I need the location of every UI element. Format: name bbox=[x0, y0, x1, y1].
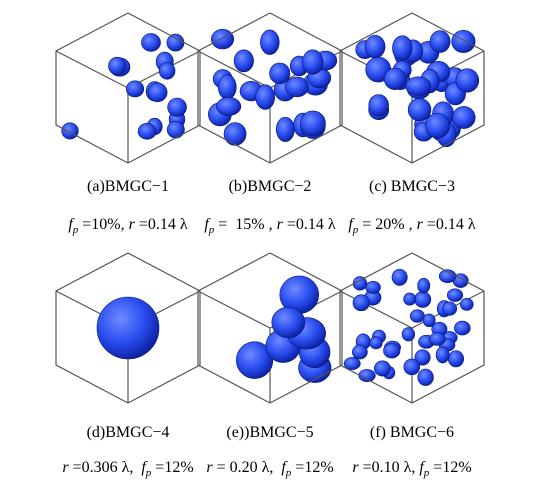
cube-panel bbox=[340, 13, 484, 163]
figure bbox=[0, 0, 547, 486]
particle bbox=[374, 361, 390, 376]
particle bbox=[286, 77, 309, 97]
particle bbox=[402, 328, 415, 342]
parameter-text: =12% bbox=[429, 459, 471, 476]
particle bbox=[159, 62, 175, 79]
particle bbox=[415, 292, 431, 308]
particle bbox=[272, 307, 305, 338]
particle bbox=[138, 123, 156, 139]
particle bbox=[168, 98, 187, 116]
particle bbox=[167, 121, 184, 138]
parameter-text: =0.306 λ, bbox=[69, 459, 142, 476]
particle bbox=[211, 29, 233, 49]
particle bbox=[429, 333, 445, 346]
panel-caption: (d)BMGC−4 bbox=[48, 424, 208, 442]
page: (() => { const data = JSON.parse(documen… bbox=[0, 0, 547, 486]
panel-caption: (e))BMGC−5 bbox=[190, 424, 350, 442]
particle bbox=[148, 83, 167, 102]
particle bbox=[443, 302, 457, 315]
particle bbox=[408, 98, 431, 121]
parameter-text: = 0.20 λ, bbox=[213, 459, 282, 476]
particle bbox=[260, 30, 279, 55]
parameter-text: =0.14 λ bbox=[423, 216, 476, 233]
particle bbox=[365, 35, 385, 58]
particle bbox=[448, 351, 463, 367]
particle bbox=[224, 122, 246, 145]
panel-caption: (c) BMGC−3 bbox=[332, 178, 492, 196]
particle bbox=[353, 295, 370, 311]
particle bbox=[452, 30, 475, 52]
panel-caption: (b)BMGC−2 bbox=[190, 178, 350, 196]
parameter-text: = 15% , bbox=[214, 216, 276, 233]
particle bbox=[426, 113, 450, 138]
particle bbox=[234, 50, 254, 72]
particle bbox=[456, 69, 479, 93]
particle bbox=[454, 321, 470, 335]
cube-panel bbox=[198, 253, 342, 403]
particle bbox=[460, 298, 473, 310]
particle bbox=[62, 123, 79, 139]
particle bbox=[418, 369, 434, 386]
particle bbox=[126, 81, 144, 97]
particle bbox=[392, 36, 412, 61]
particle bbox=[108, 57, 125, 75]
particle bbox=[404, 359, 420, 375]
particle bbox=[270, 63, 290, 84]
particle bbox=[370, 337, 383, 349]
cube-edge bbox=[198, 291, 270, 328]
particle bbox=[97, 297, 159, 359]
particle bbox=[218, 75, 236, 100]
particle bbox=[352, 345, 367, 359]
cube-panel bbox=[340, 253, 484, 403]
particle bbox=[430, 31, 450, 53]
particle bbox=[436, 347, 449, 363]
panel-caption: (f) BMGC−6 bbox=[332, 424, 492, 442]
particle bbox=[406, 77, 431, 96]
particle bbox=[302, 50, 323, 74]
particle bbox=[452, 106, 475, 128]
particle bbox=[410, 310, 424, 323]
cube-panel bbox=[198, 13, 342, 163]
panel-parameters: fp = 20% , r =0.14 λ bbox=[321, 216, 503, 236]
particle bbox=[423, 314, 435, 327]
particle bbox=[404, 293, 416, 305]
particle bbox=[366, 281, 381, 293]
parameter-text: =10%, bbox=[78, 216, 128, 233]
parameter-text: =0.10 λ, bbox=[359, 459, 420, 476]
cube-panel bbox=[56, 253, 200, 403]
particle bbox=[418, 278, 430, 293]
particle bbox=[384, 68, 406, 90]
cube-panel bbox=[56, 13, 200, 163]
particle bbox=[167, 34, 184, 51]
particle bbox=[300, 111, 325, 136]
particle bbox=[383, 343, 400, 358]
particle bbox=[141, 34, 160, 52]
particle bbox=[447, 289, 462, 302]
particle bbox=[369, 94, 389, 115]
panel-caption: (a)BMGC−1 bbox=[48, 178, 208, 196]
particle bbox=[256, 85, 275, 110]
panel-parameters: r =0.10 λ, fp =12% bbox=[321, 459, 503, 479]
particle bbox=[392, 269, 407, 285]
parameter-text: = 20% , bbox=[358, 216, 416, 233]
particle bbox=[216, 97, 240, 115]
particle bbox=[276, 117, 294, 141]
